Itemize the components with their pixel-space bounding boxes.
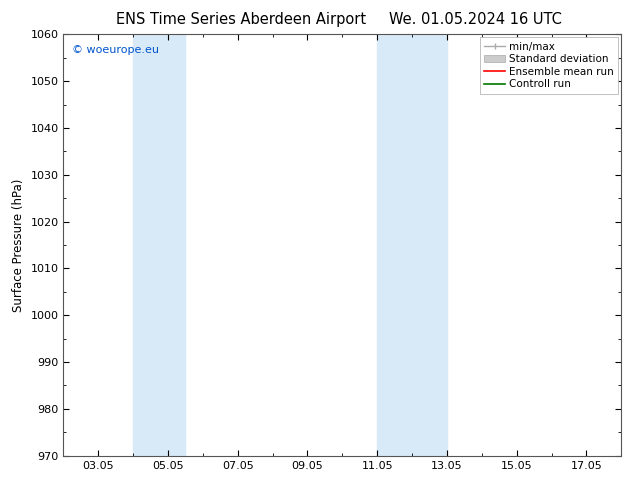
Y-axis label: Surface Pressure (hPa): Surface Pressure (hPa) [12, 178, 25, 312]
Text: ENS Time Series Aberdeen Airport: ENS Time Series Aberdeen Airport [116, 12, 366, 27]
Text: We. 01.05.2024 16 UTC: We. 01.05.2024 16 UTC [389, 12, 562, 27]
Text: © woeurope.eu: © woeurope.eu [72, 45, 158, 55]
Legend: min/max, Standard deviation, Ensemble mean run, Controll run: min/max, Standard deviation, Ensemble me… [480, 37, 618, 94]
Bar [377, 34, 447, 456]
Bar [133, 34, 185, 456]
